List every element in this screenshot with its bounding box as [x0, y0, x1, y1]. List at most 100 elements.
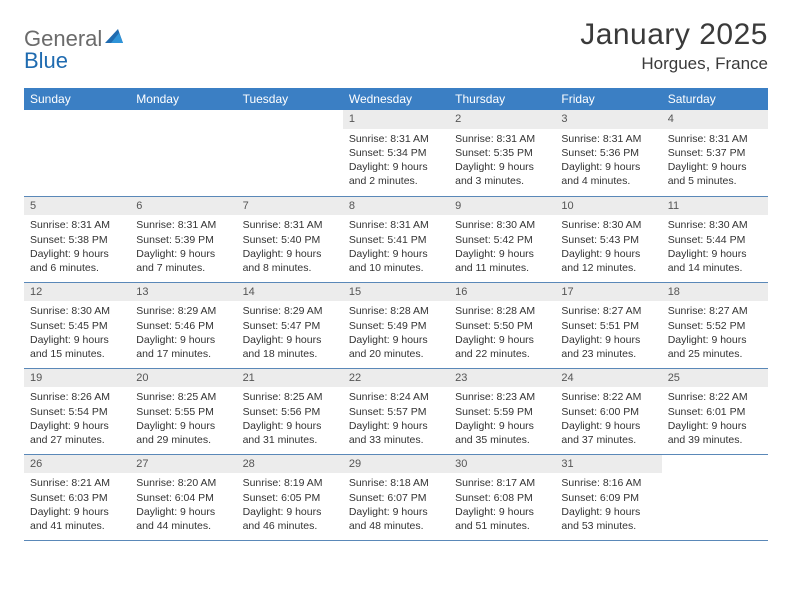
day-number — [662, 455, 768, 459]
day-cell: 7Sunrise: 8:31 AMSunset: 5:40 PMDaylight… — [237, 196, 343, 282]
sunrise-text: Sunrise: 8:28 AM — [349, 304, 443, 318]
weekday-header: Tuesday — [237, 88, 343, 110]
day-details: Sunrise: 8:29 AMSunset: 5:47 PMDaylight:… — [237, 301, 343, 365]
day-number: 20 — [130, 369, 236, 388]
day-number: 13 — [130, 283, 236, 302]
sunset-text: Sunset: 6:05 PM — [243, 491, 337, 505]
day-number: 24 — [555, 369, 661, 388]
title-block: January 2025 Horgues, France — [580, 18, 768, 74]
day-cell: 19Sunrise: 8:26 AMSunset: 5:54 PMDayligh… — [24, 368, 130, 454]
sunrise-text: Sunrise: 8:20 AM — [136, 476, 230, 490]
week-row: 5Sunrise: 8:31 AMSunset: 5:38 PMDaylight… — [24, 196, 768, 282]
sunset-text: Sunset: 5:44 PM — [668, 233, 762, 247]
day-cell: 6 Sunrise: 8:31 AMSunset: 5:39 PMDaylight… — [130, 196, 236, 282]
day-number: 25 — [662, 369, 768, 388]
day-details: Sunrise: 8:30 AMSunset: 5:44 PMDaylight:… — [662, 215, 768, 279]
day-cell: 24Sunrise: 8:22 AMSunset: 6:00 PMDayligh… — [555, 368, 661, 454]
sunrise-text: Sunrise: 8:25 AM — [136, 390, 230, 404]
daylight-text: Daylight: 9 hours and 31 minutes. — [243, 419, 337, 447]
daylight-text: Daylight: 9 hours and 44 minutes. — [136, 505, 230, 533]
daylight-text: Daylight: 9 hours and 48 minutes. — [349, 505, 443, 533]
day-number: 4 — [662, 110, 768, 129]
week-row: 19Sunrise: 8:26 AMSunset: 5:54 PMDayligh… — [24, 368, 768, 454]
sunset-text: Sunset: 5:57 PM — [349, 405, 443, 419]
day-cell — [237, 110, 343, 196]
sunset-text: Sunset: 5:40 PM — [243, 233, 337, 247]
daylight-text: Daylight: 9 hours and 14 minutes. — [668, 247, 762, 275]
day-details: Sunrise: 8:28 AMSunset: 5:50 PMDaylight:… — [449, 301, 555, 365]
calendar-body: 1Sunrise: 8:31 AMSunset: 5:34 PMDaylight… — [24, 110, 768, 540]
sunset-text: Sunset: 5:45 PM — [30, 319, 124, 333]
day-cell: 20Sunrise: 8:25 AMSunset: 5:55 PMDayligh… — [130, 368, 236, 454]
sunrise-text: Sunrise: 8:29 AM — [136, 304, 230, 318]
sunset-text: Sunset: 5:55 PM — [136, 405, 230, 419]
daylight-text: Daylight: 9 hours and 20 minutes. — [349, 333, 443, 361]
day-number: 6 — [130, 197, 236, 216]
weekday-header: Thursday — [449, 88, 555, 110]
daylight-text: Daylight: 9 hours and 7 minutes. — [136, 247, 230, 275]
day-details: Sunrise: 8:30 AMSunset: 5:43 PMDaylight:… — [555, 215, 661, 279]
day-number: 7 — [237, 197, 343, 216]
sunset-text: Sunset: 5:52 PM — [668, 319, 762, 333]
day-details: Sunrise: 8:24 AMSunset: 5:57 PMDaylight:… — [343, 387, 449, 451]
day-details: Sunrise: 8:22 AMSunset: 6:01 PMDaylight:… — [662, 387, 768, 451]
week-row: 12Sunrise: 8:30 AMSunset: 5:45 PMDayligh… — [24, 282, 768, 368]
sunset-text: Sunset: 6:09 PM — [561, 491, 655, 505]
calendar-table: Sunday Monday Tuesday Wednesday Thursday… — [24, 88, 768, 541]
day-number — [237, 110, 343, 114]
day-details: Sunrise: 8:19 AMSunset: 6:05 PMDaylight:… — [237, 473, 343, 537]
sunrise-text: Sunrise: 8:28 AM — [455, 304, 549, 318]
sunrise-text: Sunrise: 8:30 AM — [668, 218, 762, 232]
day-details: Sunrise: 8:27 AMSunset: 5:52 PMDaylight:… — [662, 301, 768, 365]
daylight-text: Daylight: 9 hours and 53 minutes. — [561, 505, 655, 533]
day-cell: 30Sunrise: 8:17 AMSunset: 6:08 PMDayligh… — [449, 454, 555, 540]
day-number: 10 — [555, 197, 661, 216]
day-cell: 11Sunrise: 8:30 AMSunset: 5:44 PMDayligh… — [662, 196, 768, 282]
day-cell: 28Sunrise: 8:19 AMSunset: 6:05 PMDayligh… — [237, 454, 343, 540]
day-number: 22 — [343, 369, 449, 388]
daylight-text: Daylight: 9 hours and 37 minutes. — [561, 419, 655, 447]
sunrise-text: Sunrise: 8:17 AM — [455, 476, 549, 490]
weekday-header: Wednesday — [343, 88, 449, 110]
sunset-text: Sunset: 6:00 PM — [561, 405, 655, 419]
daylight-text: Daylight: 9 hours and 46 minutes. — [243, 505, 337, 533]
sunset-text: Sunset: 5:37 PM — [668, 146, 762, 160]
location-label: Horgues, France — [580, 54, 768, 74]
sunrise-text: Sunrise: 8:22 AM — [668, 390, 762, 404]
sunrise-text: Sunrise: 8:24 AM — [349, 390, 443, 404]
sunset-text: Sunset: 5:42 PM — [455, 233, 549, 247]
daylight-text: Daylight: 9 hours and 8 minutes. — [243, 247, 337, 275]
day-cell: 13Sunrise: 8:29 AMSunset: 5:46 PMDayligh… — [130, 282, 236, 368]
sunrise-text: Sunrise: 8:31 AM — [349, 218, 443, 232]
day-number: 15 — [343, 283, 449, 302]
day-cell: 15Sunrise: 8:28 AMSunset: 5:49 PMDayligh… — [343, 282, 449, 368]
weekday-header: Sunday — [24, 88, 130, 110]
sunset-text: Sunset: 5:41 PM — [349, 233, 443, 247]
day-number: 19 — [24, 369, 130, 388]
sunrise-text: Sunrise: 8:21 AM — [30, 476, 124, 490]
sunset-text: Sunset: 6:03 PM — [30, 491, 124, 505]
day-details: Sunrise: 8:26 AMSunset: 5:54 PMDaylight:… — [24, 387, 130, 451]
sunset-text: Sunset: 5:39 PM — [136, 233, 230, 247]
day-cell: 14Sunrise: 8:29 AMSunset: 5:47 PMDayligh… — [237, 282, 343, 368]
daylight-text: Daylight: 9 hours and 41 minutes. — [30, 505, 124, 533]
sunrise-text: Sunrise: 8:31 AM — [136, 218, 230, 232]
day-cell — [130, 110, 236, 196]
sunset-text: Sunset: 5:43 PM — [561, 233, 655, 247]
sunrise-text: Sunrise: 8:31 AM — [30, 218, 124, 232]
day-details: Sunrise: 8:31 AMSunset: 5:35 PMDaylight:… — [449, 129, 555, 193]
day-details: Sunrise: 8:31 AMSunset: 5:38 PMDaylight:… — [24, 215, 130, 279]
day-number: 26 — [24, 455, 130, 474]
day-number — [130, 110, 236, 114]
daylight-text: Daylight: 9 hours and 35 minutes. — [455, 419, 549, 447]
day-details: Sunrise: 8:22 AMSunset: 6:00 PMDaylight:… — [555, 387, 661, 451]
day-details: Sunrise: 8:30 AMSunset: 5:42 PMDaylight:… — [449, 215, 555, 279]
day-cell: 25Sunrise: 8:22 AMSunset: 6:01 PMDayligh… — [662, 368, 768, 454]
sunrise-text: Sunrise: 8:19 AM — [243, 476, 337, 490]
sunrise-text: Sunrise: 8:27 AM — [668, 304, 762, 318]
day-details: Sunrise: 8:25 AMSunset: 5:56 PMDaylight:… — [237, 387, 343, 451]
header: General January 2025 Horgues, France — [24, 18, 768, 74]
sunrise-text: Sunrise: 8:25 AM — [243, 390, 337, 404]
daylight-text: Daylight: 9 hours and 10 minutes. — [349, 247, 443, 275]
daylight-text: Daylight: 9 hours and 25 minutes. — [668, 333, 762, 361]
